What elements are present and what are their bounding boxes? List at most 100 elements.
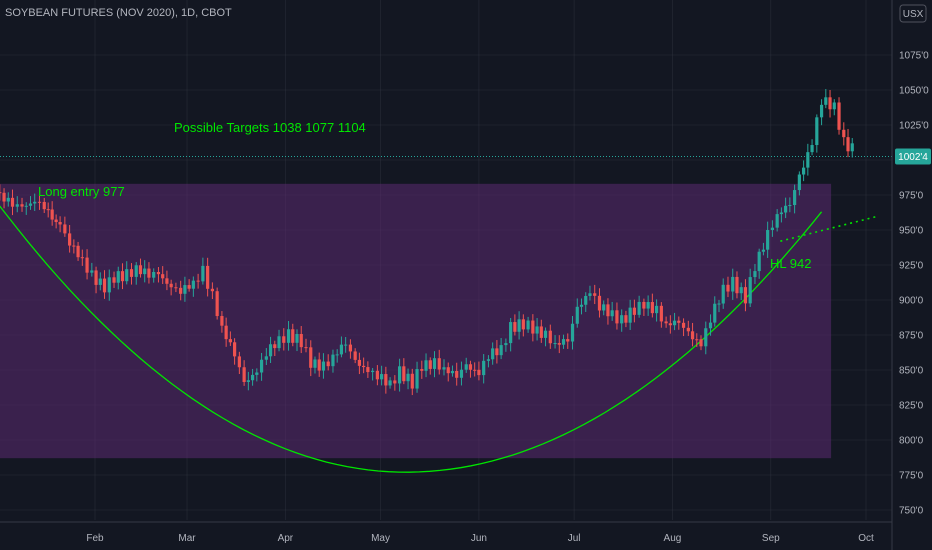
candle-body [80, 257, 84, 259]
candle-body [107, 277, 111, 293]
candle-body [156, 271, 161, 275]
candle-body [784, 205, 788, 213]
candle-body [735, 276, 739, 294]
x-tick-label: Mar [178, 533, 196, 544]
candle-body [24, 205, 28, 207]
candle-body [708, 322, 713, 329]
candle-body [0, 192, 2, 194]
candle-body [486, 359, 491, 361]
candle-body [50, 209, 54, 220]
candle-body [125, 269, 129, 282]
y-tick-label: 900'0 [899, 296, 924, 307]
candle-body [766, 230, 770, 250]
candle-body [335, 354, 339, 356]
candle-body [90, 270, 94, 273]
candle-body [85, 257, 89, 273]
candle-body [504, 343, 508, 346]
candle-body [165, 278, 169, 284]
candle-body [415, 369, 419, 389]
candle-body [76, 245, 80, 258]
candle-body [2, 192, 6, 202]
candle-body [846, 137, 850, 152]
candle-body [255, 372, 259, 375]
chart-title: SOYBEAN FUTURES (NOV 2020), 1D, CBOT [5, 7, 232, 19]
candle-body [632, 307, 636, 315]
candle-body [68, 233, 72, 246]
candle-body [384, 374, 388, 386]
cup-curve [0, 205, 823, 473]
candle-body [169, 283, 173, 288]
candle-body [521, 319, 525, 330]
candle-body [543, 330, 548, 338]
x-tick-label: Aug [664, 533, 682, 544]
candle-body [20, 204, 24, 207]
candle-body [446, 367, 450, 374]
candle-body [362, 365, 366, 368]
y-tick-label: 1075'0 [899, 51, 929, 62]
candle-body [143, 268, 147, 275]
candle-body [63, 224, 67, 234]
candle-body [309, 347, 313, 368]
candle-body [793, 190, 797, 206]
candle-body [690, 331, 695, 340]
candle-body [161, 274, 165, 279]
candle-body [344, 344, 348, 346]
candle-body [183, 285, 187, 294]
candle-body [726, 284, 730, 292]
y-tick-label: 875'0 [899, 331, 924, 342]
candle-body [704, 328, 708, 347]
candle-body [37, 201, 42, 203]
candle-body [548, 330, 552, 344]
candle-body [102, 278, 107, 293]
candle-body [824, 97, 828, 105]
candle-body [713, 303, 717, 323]
candle-body [850, 143, 854, 152]
candle-body [437, 358, 441, 370]
candle-body [317, 359, 321, 371]
candle-body [10, 197, 15, 207]
candle-body [388, 380, 392, 386]
candle-body [58, 222, 62, 225]
candle-body [597, 295, 602, 311]
candle-body [753, 271, 757, 278]
candle-body [46, 209, 50, 211]
x-tick-label: May [371, 533, 390, 544]
y-axis: 1075'01050'01025'01000'0975'0950'0925'09… [899, 51, 929, 517]
x-tick-label: Jun [471, 533, 487, 544]
candle-body [268, 344, 273, 357]
candle-body [147, 268, 151, 278]
candle-body [402, 366, 406, 382]
candle-body [788, 205, 792, 207]
candle-body [459, 369, 464, 378]
candle-body [313, 359, 317, 368]
y-tick-label: 925'0 [899, 261, 924, 272]
candle-body [815, 117, 819, 146]
candle-body [499, 345, 503, 356]
candle-body [138, 265, 143, 275]
candle-body [326, 361, 330, 367]
candle-body [721, 284, 725, 304]
candle-body [410, 373, 414, 389]
currency-badge[interactable]: USX [899, 4, 927, 23]
candle-body [15, 204, 19, 207]
candle-body [393, 380, 397, 384]
candle-body [42, 201, 46, 210]
candle-body [842, 129, 846, 138]
x-axis: Feb Mar Apr May Jun Jul Aug Sep Oct [86, 533, 874, 544]
candle-body [779, 212, 783, 215]
candle-body [450, 370, 455, 374]
current-price-label: 1002'4 [898, 152, 928, 163]
candle-body [482, 360, 486, 376]
candle-body [628, 307, 632, 323]
candle-body [584, 295, 588, 305]
candle-body [588, 293, 592, 296]
candle-body [6, 197, 10, 202]
candle-body [282, 336, 286, 343]
y-tick-label: 975'0 [899, 191, 924, 202]
y-tick-label: 825'0 [899, 401, 924, 412]
candle-body [593, 293, 597, 296]
candle-body [242, 367, 246, 382]
candle-body [116, 271, 120, 283]
candle-body [650, 302, 654, 314]
y-tick-label: 1025'0 [899, 121, 929, 132]
